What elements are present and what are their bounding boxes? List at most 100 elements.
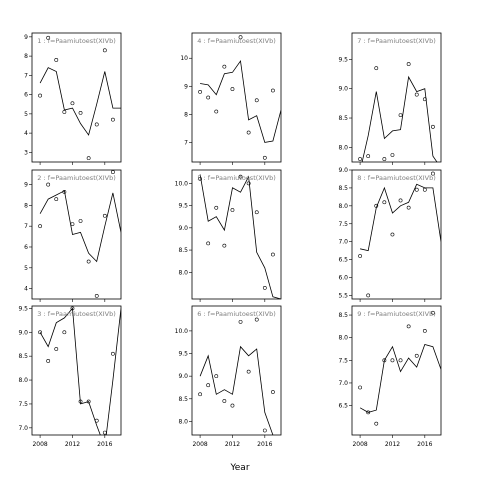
data-point — [262, 285, 267, 290]
data-point — [246, 181, 251, 186]
data-point — [358, 157, 362, 161]
y-tick-label: 8.5 — [18, 353, 28, 360]
data-point — [398, 198, 403, 203]
panel-4: 4 5 6 7 8 9 2 : f=Paamiutoest(XIVb) — [24, 169, 122, 302]
data-point — [406, 62, 411, 66]
x-tick-label: 2012 — [385, 441, 400, 448]
panel-frame — [31, 305, 122, 436]
data-point — [414, 353, 419, 358]
y-tick-label: 7.5 — [18, 401, 28, 408]
data-point — [366, 410, 371, 415]
y-tick-label: 9.0 — [178, 225, 188, 232]
series-line — [39, 307, 121, 435]
series-line — [359, 344, 441, 413]
data-point — [390, 153, 395, 157]
y-tick-label: 10.0 — [175, 328, 189, 335]
x-tick-label: 2016 — [97, 441, 112, 448]
y-tick-label: 8.0 — [338, 335, 348, 342]
x-tick-label: 2016 — [417, 441, 432, 448]
data-point — [374, 421, 379, 426]
y-tick-label: 4 — [24, 130, 28, 137]
panel-title: 8 : f=Paamiutoest(XIVb) — [357, 174, 436, 182]
data-point — [246, 130, 251, 135]
panel-data — [38, 306, 121, 435]
data-point — [222, 399, 227, 403]
data-point — [382, 200, 387, 205]
y-tick-label: 8.0 — [178, 269, 188, 276]
data-point — [230, 403, 235, 408]
y-tick-label: 9 — [24, 182, 28, 189]
y-tick-label: 8.0 — [178, 418, 188, 425]
data-point — [374, 203, 379, 208]
y-tick-label: 7.5 — [338, 221, 348, 228]
panel-frame — [351, 32, 442, 163]
y-tick-label: 6.0 — [338, 275, 348, 282]
data-point — [111, 351, 115, 356]
data-point — [214, 205, 219, 210]
data-point — [206, 95, 211, 100]
y-tick-label: 4 — [24, 286, 28, 293]
y-tick-label: 8.5 — [178, 396, 188, 403]
panel-data — [198, 35, 281, 160]
data-point — [271, 252, 275, 257]
y-tick-label: 9.5 — [18, 305, 28, 312]
panel-data — [358, 62, 438, 162]
panel-title: 5 : f=Paamiutoest(XIVb) — [197, 174, 276, 182]
data-point — [62, 110, 67, 114]
y-tick-label: 10 — [180, 55, 188, 62]
x-axis-label: Year — [229, 463, 249, 473]
data-point — [102, 430, 107, 435]
y-tick-label: 6 — [24, 244, 28, 251]
data-point — [262, 155, 267, 160]
panel-title: 7 : f=Paamiutoest(XIVb) — [357, 37, 436, 45]
data-point — [431, 124, 435, 129]
data-point — [431, 171, 435, 176]
y-tick-label: 9.0 — [338, 167, 348, 174]
panel-title: 9 : f=Paamiutoest(XIVb) — [357, 310, 436, 318]
x-tick-label: 2012 — [65, 441, 80, 448]
y-tick-label: 9.0 — [178, 373, 188, 380]
data-point — [238, 174, 243, 179]
panel-title: 3 : f=Paamiutoest(XIVb) — [37, 310, 116, 318]
data-point — [54, 58, 59, 62]
data-point — [78, 219, 83, 223]
series-line — [200, 59, 281, 143]
panel-frame — [191, 169, 282, 300]
data-point — [62, 189, 67, 194]
panel-3: 8.0 8.5 9.0 9.5 7 : f=Paamiutoest(XIVb) — [338, 32, 442, 165]
y-tick-label: 8.0 — [338, 144, 348, 151]
y-tick-label: 8.0 — [18, 377, 28, 384]
data-point — [198, 176, 202, 181]
data-point — [358, 385, 362, 390]
data-point — [246, 369, 251, 374]
data-point — [214, 109, 219, 114]
data-point — [94, 418, 99, 423]
panel-data — [198, 317, 275, 435]
panel-data — [198, 174, 281, 299]
panel-frame — [191, 305, 282, 436]
y-tick-label: 8.5 — [338, 185, 348, 192]
data-point — [422, 97, 427, 102]
y-tick-label: 6.5 — [338, 257, 348, 264]
y-tick-label: 8.0 — [338, 203, 348, 210]
data-point — [46, 182, 51, 187]
series-line — [361, 75, 438, 162]
data-point — [38, 330, 42, 335]
series-line — [199, 174, 281, 299]
y-tick-label: 8 — [184, 111, 188, 118]
series-line — [39, 67, 121, 136]
data-point — [62, 330, 67, 335]
y-tick-label: 6.5 — [338, 403, 348, 410]
data-point — [102, 213, 107, 218]
data-point — [70, 306, 75, 311]
y-tick-label: 7.0 — [338, 380, 348, 387]
y-tick-label: 8.5 — [178, 247, 188, 254]
y-tick-label: 5.5 — [338, 292, 348, 299]
data-point — [238, 319, 243, 324]
panel-frame — [31, 32, 122, 163]
data-point — [86, 399, 91, 404]
data-point — [54, 197, 59, 202]
y-tick-label: 8 — [24, 53, 28, 60]
y-tick-label: 9.5 — [178, 203, 188, 210]
y-tick-label: 5 — [24, 111, 28, 118]
